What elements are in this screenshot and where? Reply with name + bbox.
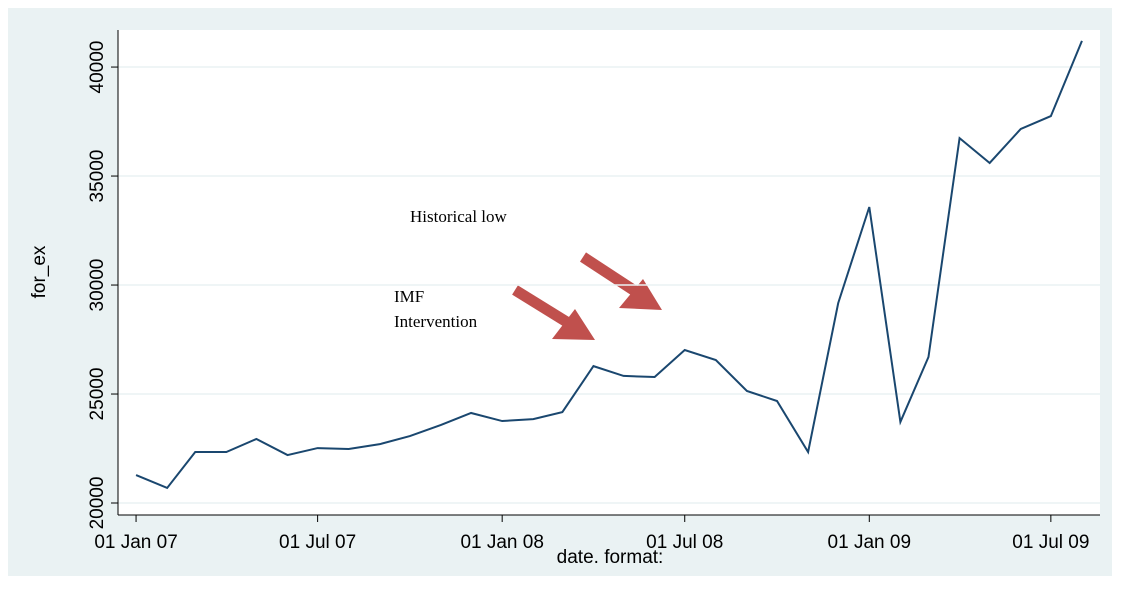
x-tick-label: 01 Jan 08 bbox=[460, 532, 543, 553]
annotation: IMF bbox=[394, 287, 424, 306]
arrow bbox=[579, 252, 642, 298]
x-tick-label: 01 Jul 08 bbox=[646, 532, 723, 553]
x-tick-label: 01 Jul 09 bbox=[1012, 532, 1089, 553]
arrows bbox=[512, 252, 662, 340]
annotation: Historical low bbox=[410, 207, 508, 226]
x-tick-label: 01 Jul 07 bbox=[279, 532, 356, 553]
arrow-head bbox=[552, 309, 595, 340]
y-axis-label: for_ex bbox=[29, 245, 50, 298]
y-tick-label: 25000 bbox=[87, 368, 108, 421]
y-tick-label: 35000 bbox=[87, 150, 108, 203]
arrow bbox=[512, 285, 573, 329]
y-tick-label: 20000 bbox=[87, 477, 108, 530]
arrow-head bbox=[619, 279, 662, 310]
annotation: Intervention bbox=[394, 312, 478, 331]
data-line bbox=[135, 40, 1083, 490]
x-tick-label: 01 Jan 09 bbox=[828, 532, 911, 553]
y-tick-label: 40000 bbox=[87, 41, 108, 94]
x-tick-label: 01 Jan 07 bbox=[94, 532, 177, 553]
x-axis-label: date. format: bbox=[557, 547, 664, 568]
y-tick-label: 30000 bbox=[87, 259, 108, 312]
